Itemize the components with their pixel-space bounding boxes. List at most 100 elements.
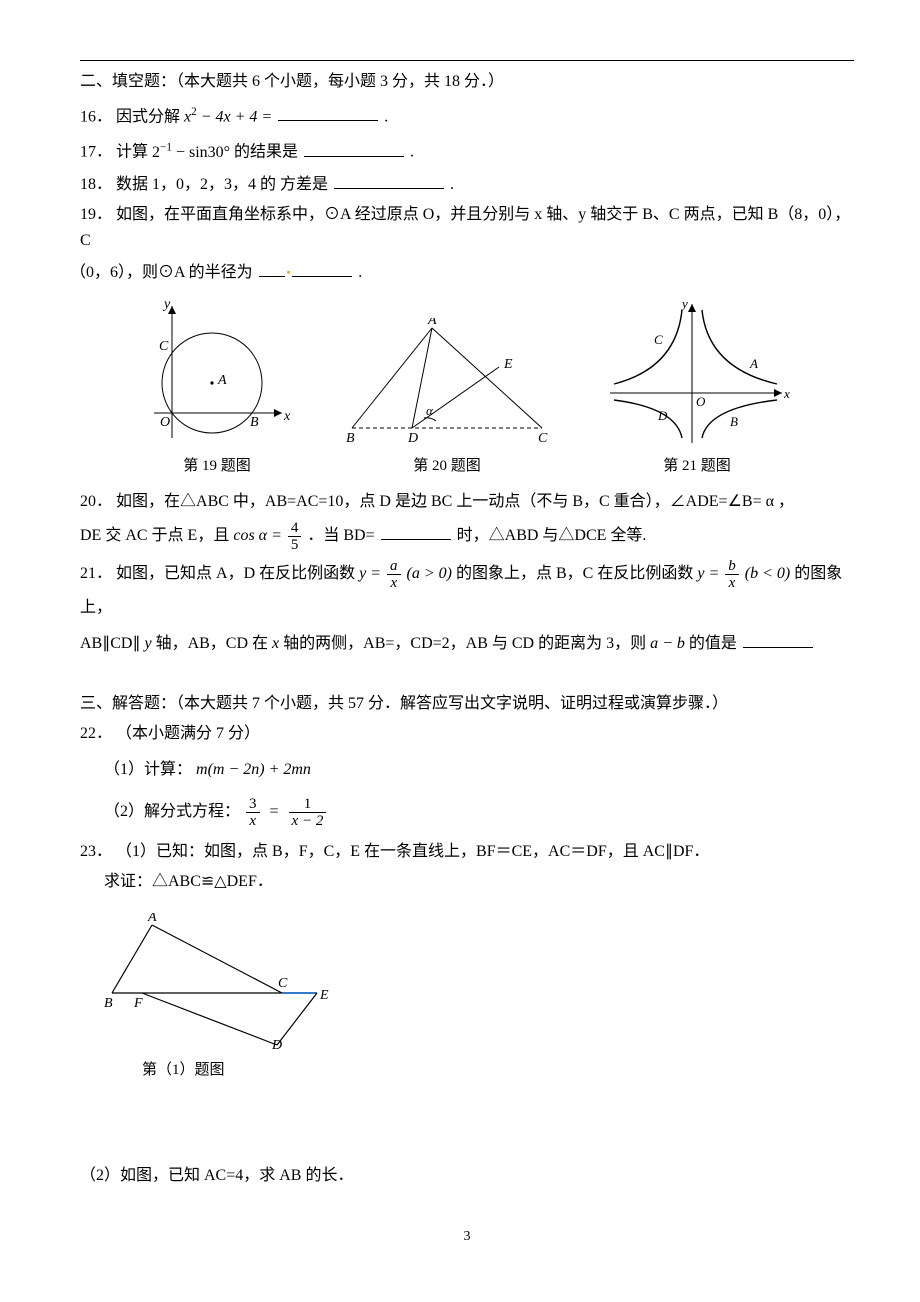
q22-head: 22． （本小题满分 7 分） — [80, 721, 854, 747]
svg-text:E: E — [319, 988, 329, 1003]
section3-heading: 三、解答题：（本大题共 7 个小题，共 57 分．解答应写出文字说明、证明过程或… — [80, 691, 854, 717]
q21-text1a: 如图，已知点 A，D 在反比例函数 — [116, 565, 359, 582]
q22-p2-label: （2）解分式方程： — [104, 803, 240, 820]
svg-text:y: y — [162, 298, 171, 312]
q21-y: y — [144, 635, 151, 652]
fig19: A O B C x y 第 19 题图 — [142, 298, 292, 475]
q19-text-a: 如图，在平面直角坐标系中，⊙A 经过原点 O，并且分别与 x 轴、y 轴交于 B… — [80, 206, 850, 249]
q20-text2a: DE 交 AC 于点 E，且 — [80, 527, 233, 544]
q20-cos: cos α = — [233, 527, 282, 544]
q22-p2-eq: = — [266, 803, 283, 820]
svg-text:D: D — [271, 1038, 282, 1053]
svg-text:B: B — [250, 415, 259, 430]
svg-text:C: C — [538, 431, 548, 446]
q16-blank — [278, 102, 378, 121]
q23-text1: （1）已知：如图，点 B，F，C，E 在一条直线上，BF＝CE，AC＝DF，且 … — [116, 843, 709, 860]
q23-svg: A B F C E D — [102, 913, 342, 1053]
section2-heading: 二、填空题：（本大题共 6 个小题，每小题 3 分，共 18 分．） — [80, 69, 854, 95]
fig19-svg: A O B C x y — [142, 298, 292, 448]
fig21-caption: 第 21 题图 — [663, 454, 731, 475]
svg-text:D: D — [657, 408, 668, 423]
svg-text:B: B — [104, 996, 113, 1011]
q21-line2: AB∥CD∥ y 轴，AB，CD 在 x 轴的两侧，AB=，CD=2，AB 与 … — [80, 629, 854, 657]
q19-text-b: （0，6），则⊙A 的半径为 — [70, 264, 253, 281]
svg-text:C: C — [159, 339, 169, 354]
q22-p1-label: （1）计算： — [104, 761, 192, 778]
q21-text2b: 的值是 — [689, 635, 737, 652]
q21-x: x — [272, 635, 279, 652]
q16-period: . — [384, 108, 388, 125]
q20-frac: 4 5 — [288, 520, 302, 553]
q22-p2: （2）解分式方程： 3 x = 1 x − 2 — [80, 795, 854, 829]
q23-line2: 求证：△ABC≌△DEF． — [80, 869, 854, 895]
svg-text:A: A — [427, 318, 437, 328]
q17-prefix: 计算 — [116, 144, 148, 161]
q21-blank — [743, 629, 813, 648]
q18-text: 数据 1，0，2，3，4 的 方差是 — [116, 176, 332, 193]
svg-text:A: A — [749, 356, 758, 371]
q23-text2: 求证：△ABC≌△DEF． — [104, 873, 273, 890]
q23-fig-caption: 第（1）题图 — [142, 1058, 854, 1079]
q19-line2: （0，6），则⊙A 的半径为 ▪ . — [70, 258, 854, 286]
q19-blank-pre — [259, 258, 285, 277]
q17-blank — [304, 138, 404, 157]
svg-text:x: x — [783, 386, 790, 401]
q21-number: 21． — [80, 565, 112, 582]
q21-diff: a − b — [650, 635, 685, 652]
q22-p1: （1）计算： m(m − 2n) + 2mn — [80, 757, 854, 783]
q16-number: 16． — [80, 108, 112, 125]
svg-text:B: B — [730, 414, 738, 429]
q19-period: . — [358, 264, 362, 281]
q20-line1: 20． 如图，在△ABC 中，AB=AC=10，点 D 是边 BC 上一动点（不… — [80, 489, 854, 515]
q22-number: 22． — [80, 725, 112, 742]
fig20-svg: A B C D E α — [332, 318, 562, 448]
q16: 16． 因式分解 x2 − 4x + 4 = . — [80, 99, 854, 130]
svg-text:D: D — [407, 431, 418, 446]
svg-text:A: A — [147, 913, 157, 925]
q22-p2-frac2: 1 x − 2 — [289, 796, 327, 829]
q18-period: . — [450, 176, 454, 193]
svg-text:A: A — [217, 373, 227, 388]
svg-text:x: x — [283, 409, 291, 424]
q20-line2: DE 交 AC 于点 E，且 cos α = 4 5 ．当 BD= 时，△ABD… — [80, 519, 854, 553]
figure-row: A O B C x y 第 19 题图 A — [80, 298, 854, 475]
svg-text:y: y — [680, 298, 688, 311]
q17-period: . — [410, 144, 414, 161]
q16-rest: − 4x + 4 = — [197, 108, 273, 125]
page-number: 3 — [80, 1229, 854, 1245]
q20-text2c: 时，△ABD 与△DCE 全等. — [457, 527, 647, 544]
svg-text:E: E — [503, 357, 513, 372]
svg-text:O: O — [696, 394, 706, 409]
q18: 18． 数据 1，0，2，3，4 的 方差是 . — [80, 170, 854, 198]
q23-line1: 23． （1）已知：如图，点 B，F，C，E 在一条直线上，BF＝CE，AC＝D… — [80, 839, 854, 865]
q20-text1: 如图，在△ABC 中，AB=AC=10，点 D 是边 BC 上一动点（不与 B，… — [116, 493, 794, 510]
q19-line1: 19． 如图，在平面直角坐标系中，⊙A 经过原点 O，并且分别与 x 轴、y 轴… — [80, 202, 854, 254]
q23-line3: （2）如图，已知 AC=4，求 AB 的长． — [80, 1163, 854, 1189]
svg-text:B: B — [346, 431, 355, 446]
fig20-caption: 第 20 题图 — [413, 454, 481, 475]
q21-f1lhs: y = — [359, 565, 381, 582]
q18-number: 18． — [80, 176, 112, 193]
q17: 17． 计算 2−1 − sin30° 的结果是 . — [80, 134, 854, 165]
q17-expr: 2−1 − sin30° — [152, 144, 230, 161]
q23-figure: A B F C E D 第（1）题图 — [102, 913, 854, 1079]
q22-p2-frac1: 3 x — [246, 796, 260, 829]
q21-text2a3: 轴的两侧，AB=，CD=2，AB 与 CD 的距离为 3，则 — [283, 635, 650, 652]
q20-blank — [381, 521, 451, 540]
fig19-caption: 第 19 题图 — [183, 454, 251, 475]
q22-title: （本小题满分 7 分） — [116, 725, 260, 742]
fig21: O x y A B C D 第 21 题图 — [602, 298, 792, 475]
svg-text:F: F — [133, 996, 143, 1011]
q21-f2lhs: y = — [697, 565, 719, 582]
svg-text:O: O — [160, 415, 170, 430]
fig20: A B C D E α 第 20 题图 — [332, 318, 562, 475]
q19-number: 19． — [80, 206, 112, 223]
q21-frac2: b x — [725, 558, 739, 591]
q21-text2a: AB∥CD∥ — [80, 635, 144, 652]
q23-text3: （2）如图，已知 AC=4，求 AB 的长． — [80, 1167, 353, 1184]
q21-frac1: a x — [387, 558, 401, 591]
svg-text:C: C — [278, 976, 288, 991]
q18-blank — [334, 170, 444, 189]
q20-text2b: ．当 BD= — [307, 527, 374, 544]
q23-number: 23． — [80, 843, 112, 860]
